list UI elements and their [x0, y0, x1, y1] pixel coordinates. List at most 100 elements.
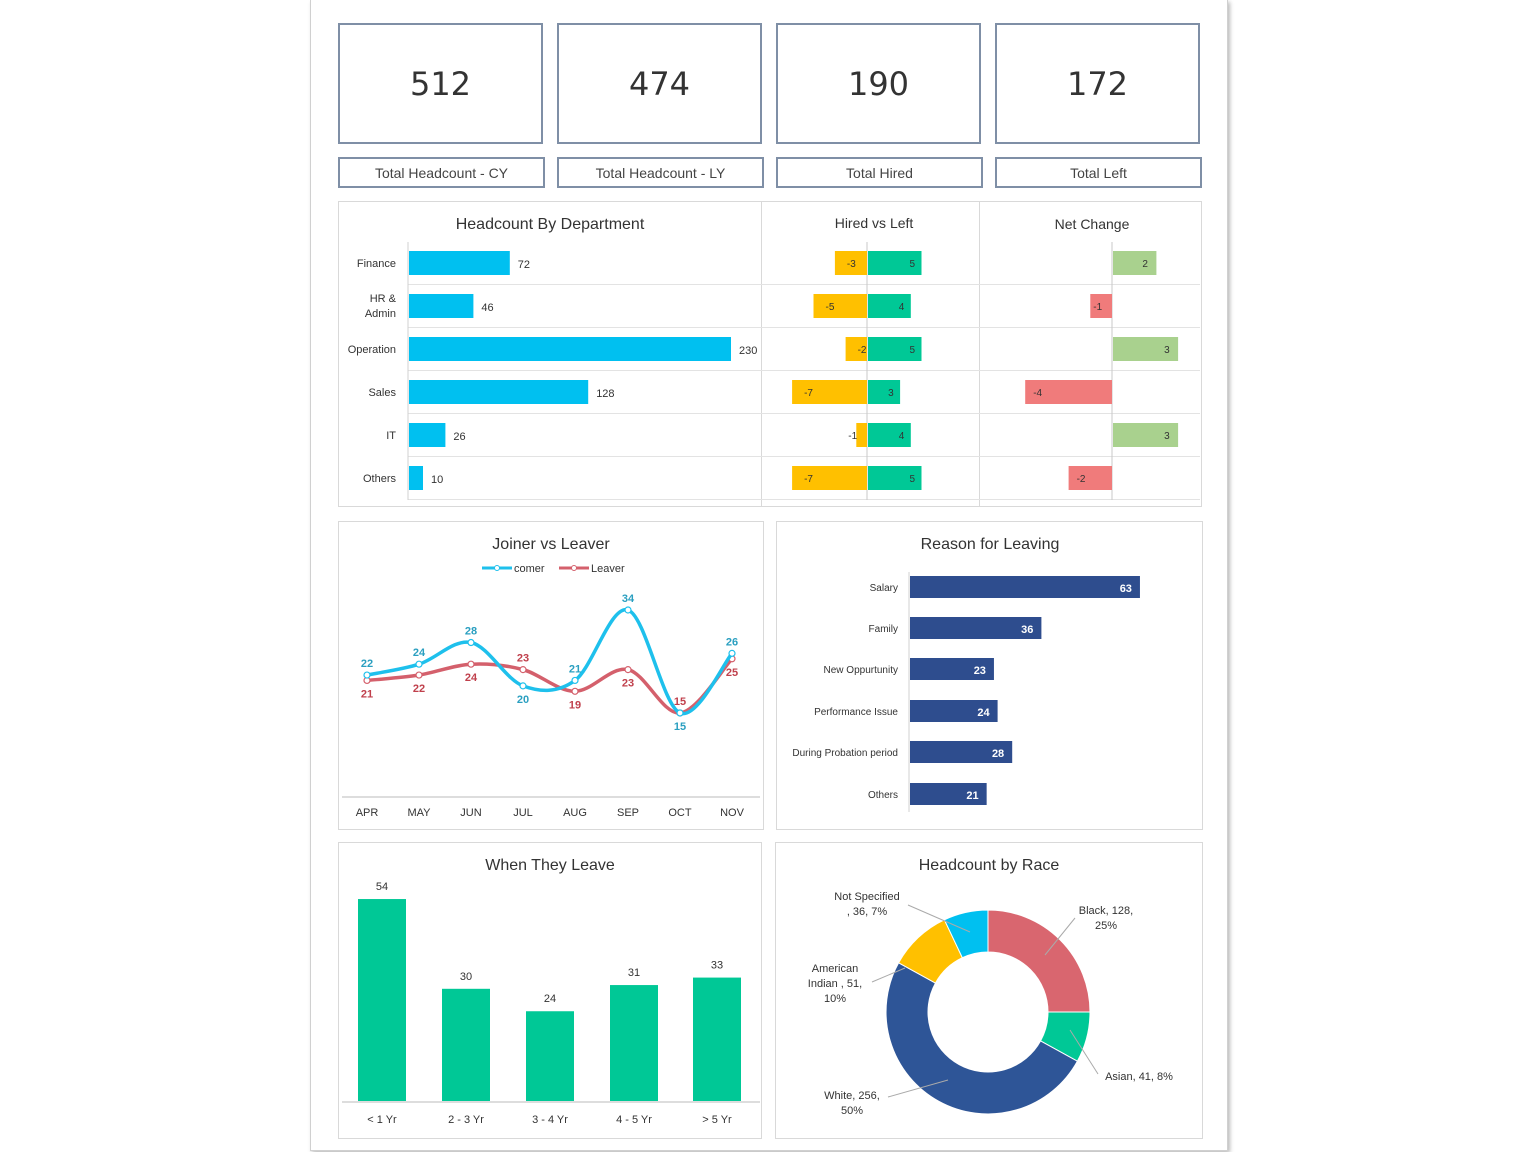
dept-label: IT: [386, 430, 396, 442]
kpi-headcount-ly-label: Total Headcount - LY: [557, 157, 764, 188]
hired-bar: [868, 337, 922, 361]
dept-label: Others: [363, 473, 397, 485]
leader-line: [887, 1079, 949, 1098]
reason-bar: [910, 741, 1013, 763]
kpi-hired-label: Total Hired: [776, 157, 983, 188]
kpi-left-value: 172: [995, 23, 1200, 144]
reason-value: 36: [1021, 624, 1033, 636]
data-point: [519, 682, 527, 690]
kpi-headcount-ly-value: 474: [557, 23, 762, 144]
slice-label: White, 256,: [824, 1090, 880, 1102]
data-label: 34: [622, 593, 635, 605]
x-tick-label: 4 - 5 Yr: [616, 1114, 652, 1126]
net-bar: [1025, 380, 1112, 404]
kpi-headcount-cy-label: Total Headcount - CY: [338, 157, 545, 188]
leader-line: [1069, 1029, 1099, 1075]
dept-label: Sales: [368, 387, 396, 399]
hired-value: 5: [910, 259, 916, 270]
dept-value: 128: [596, 388, 614, 400]
left-bar: [792, 380, 867, 404]
dept-bar: [409, 294, 474, 318]
data-point: [363, 671, 371, 679]
x-tick-label: APR: [356, 807, 379, 819]
slice-label: Asian, 41, 8%: [1105, 1071, 1173, 1083]
data-point: [571, 687, 579, 695]
slice-label: 50%: [841, 1105, 863, 1117]
left-value: -1: [848, 431, 857, 442]
hired-bar: [868, 251, 922, 275]
data-label: 28: [465, 626, 477, 638]
left-bar: [845, 337, 867, 361]
slice-label: Indian , 51,: [808, 978, 862, 990]
kpi-left-label: Total Left: [995, 157, 1202, 188]
slice-label: Not Specified: [834, 891, 899, 903]
slice-label: , 36, 7%: [847, 906, 888, 918]
left-bar: [856, 423, 867, 447]
slice-label: 25%: [1095, 920, 1117, 932]
net-value: -4: [1033, 388, 1042, 399]
hired-bar: [868, 423, 911, 447]
data-label: 15: [674, 721, 686, 733]
x-tick-label: MAY: [407, 807, 431, 819]
panel-department: [338, 201, 1202, 507]
slice-not-specified: [943, 909, 989, 959]
when-bar: [693, 977, 741, 1101]
x-tick-label: AUG: [563, 807, 587, 819]
chart-title: Joiner vs Leaver: [492, 536, 610, 553]
chart-title: When They Leave: [485, 857, 615, 874]
x-tick-label: < 1 Yr: [367, 1114, 397, 1126]
when-value: 31: [628, 967, 640, 979]
when-value: 24: [544, 993, 556, 1005]
data-label: 26: [726, 636, 738, 648]
data-label: 23: [517, 653, 529, 665]
net-value: 2: [1142, 259, 1148, 270]
data-label: 25: [726, 667, 738, 679]
net-bar: [1090, 294, 1112, 318]
dept-bar: [409, 251, 510, 275]
hired-value: 5: [910, 345, 916, 356]
hired-value: 3: [888, 388, 894, 399]
dept-value: 72: [518, 259, 530, 271]
x-tick-label: JUN: [460, 807, 481, 819]
slice-black: [987, 909, 1091, 1013]
reason-bar: [910, 700, 998, 722]
data-label: 24: [465, 672, 478, 684]
left-bar: [792, 466, 867, 490]
hired-value: 4: [899, 302, 905, 313]
kpi-hired-value: 190: [776, 23, 981, 144]
chart-title: Headcount by Race: [919, 857, 1060, 874]
net-value: 3: [1164, 345, 1170, 356]
panel-race: [775, 842, 1203, 1139]
chart-title: Reason for Leaving: [921, 536, 1060, 553]
reason-bar: [910, 576, 1140, 598]
dept-value: 10: [431, 474, 443, 486]
dept-label: Finance: [357, 258, 396, 270]
data-point: [519, 666, 527, 674]
dept-bar: [409, 423, 446, 447]
dept-bar: [409, 466, 423, 490]
x-tick-label: SEP: [617, 807, 639, 819]
kpi-headcount-cy-value: 512: [338, 23, 543, 144]
reason-value: 28: [992, 748, 1004, 760]
reason-label: New Oppurtunity: [824, 665, 898, 676]
left-bar: [834, 251, 867, 275]
reason-bar: [910, 783, 987, 805]
data-label: 20: [517, 694, 529, 706]
hired-value: 4: [899, 431, 905, 442]
chart-title: Net Change: [1055, 216, 1130, 232]
net-bar: [1113, 423, 1179, 447]
when-bar: [442, 988, 490, 1101]
panel-joiner: [338, 521, 764, 830]
data-point: [624, 666, 632, 674]
dept-bar: [409, 380, 589, 404]
panel-when: [338, 842, 762, 1139]
panel-reason: [776, 521, 1203, 830]
dept-label: Admin: [365, 308, 396, 320]
data-label: 23: [622, 678, 634, 690]
data-label: 15: [674, 696, 686, 708]
left-value: -7: [804, 388, 813, 399]
reason-label: During Probation period: [792, 748, 898, 759]
x-tick-label: 3 - 4 Yr: [532, 1114, 568, 1126]
slice-label: Black, 128,: [1079, 905, 1133, 917]
